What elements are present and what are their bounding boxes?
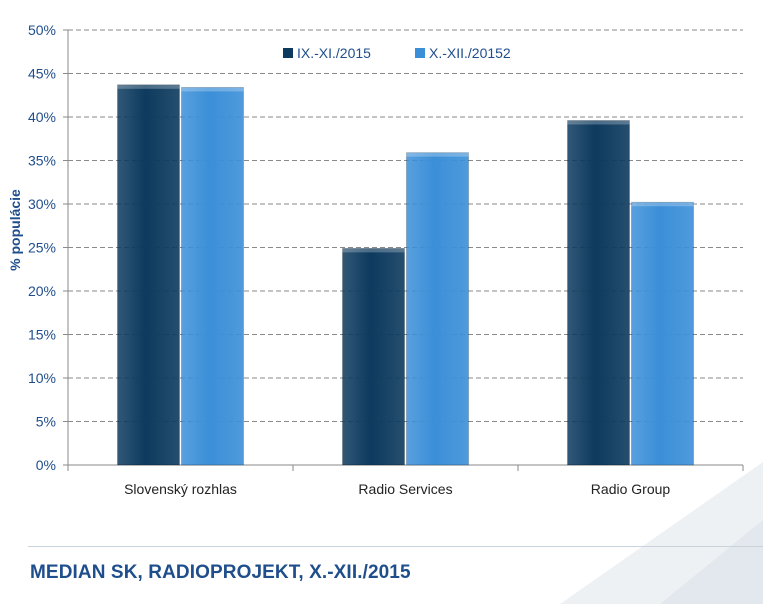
bar-top-highlight	[631, 202, 694, 207]
y-tick-label: 35%	[28, 153, 56, 169]
y-tick-label: 25%	[28, 240, 56, 256]
x-tick-label: Slovenský rozhlas	[124, 481, 237, 497]
legend-swatch	[283, 48, 293, 58]
legend-label: X.-XII./20152	[429, 45, 511, 61]
y-tick-label: 20%	[28, 283, 56, 299]
legend: IX.-XI./2015 X.-XII./20152	[283, 45, 511, 61]
y-tick-label: 0%	[36, 457, 56, 473]
y-tick-label: 10%	[28, 370, 56, 386]
bar	[181, 87, 244, 466]
bar-top-highlight	[406, 152, 469, 157]
y-tick-label: 50%	[28, 22, 56, 38]
y-tick-label: 45%	[28, 66, 56, 82]
bar	[631, 201, 694, 466]
x-tick-label: Radio Group	[591, 481, 671, 497]
gridlines	[63, 29, 744, 471]
bar-top-highlight	[567, 120, 630, 125]
y-tick-label: 30%	[28, 196, 56, 212]
y-axis-title: % populácie	[7, 189, 23, 271]
bar-top-highlight	[117, 84, 180, 89]
legend-swatch	[415, 48, 425, 58]
y-tick-label: 15%	[28, 327, 56, 343]
bar	[342, 247, 405, 466]
bar	[406, 152, 469, 466]
y-tick-label: 40%	[28, 109, 56, 125]
footer-divider	[28, 546, 763, 547]
bar-top-highlight	[342, 248, 405, 253]
y-tick-label: 5%	[36, 414, 56, 430]
bar-top-highlight	[181, 87, 244, 92]
legend-label: IX.-XI./2015	[297, 45, 371, 61]
x-tick-label: Radio Services	[358, 481, 452, 497]
bars	[117, 84, 694, 466]
x-axis-labels: Slovenský rozhlas Radio Services Radio Gro…	[124, 481, 670, 497]
bar	[117, 84, 180, 466]
bar	[567, 120, 630, 466]
y-axis-ticks: 0% 5% 10% 15% 20% 25% 30% 35% 40% 45% 50%	[28, 22, 56, 473]
footer-title: MEDIAN SK, RADIOPROJEKT, X.-XII./2015	[30, 562, 411, 583]
